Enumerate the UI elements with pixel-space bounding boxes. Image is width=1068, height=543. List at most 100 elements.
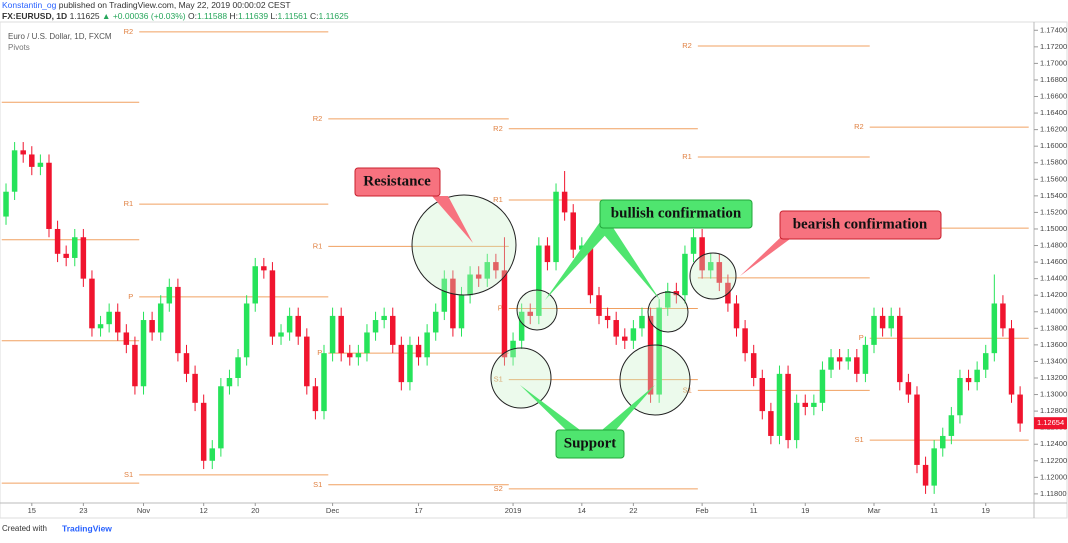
candle-body bbox=[682, 253, 688, 296]
resistance-circle bbox=[411, 194, 517, 296]
y-tick-label: 1.12200 bbox=[1040, 456, 1067, 465]
annotations: Resistance bullish confirmation bearish … bbox=[354, 167, 942, 459]
candle-body bbox=[553, 191, 559, 263]
support-callout bbox=[520, 385, 580, 430]
candle-body bbox=[561, 191, 568, 213]
x-tick-label: 23 bbox=[79, 506, 87, 515]
x-tick-label: 14 bbox=[578, 506, 586, 515]
y-tick-label: 1.16200 bbox=[1040, 125, 1067, 134]
bullish-callout bbox=[598, 226, 660, 300]
candle-body bbox=[235, 357, 241, 378]
c-label: C: bbox=[310, 11, 319, 21]
candle-body bbox=[338, 315, 344, 354]
pivot-label: R2 bbox=[854, 122, 864, 131]
pivot-label: S1 bbox=[494, 375, 503, 384]
candle-body bbox=[364, 332, 370, 354]
candle-body bbox=[329, 315, 336, 354]
last-price-tag bbox=[1034, 417, 1067, 430]
candle-body bbox=[132, 344, 138, 387]
candle-body bbox=[424, 332, 430, 358]
header-line-2: FX:EURUSD, 1D 1.11625 ▲ +0.00036 (+0.03%… bbox=[2, 11, 349, 21]
pivot-label: R2 bbox=[124, 27, 134, 36]
x-tick-label: 17 bbox=[414, 506, 422, 515]
bearish-box bbox=[779, 210, 942, 240]
candle-body bbox=[905, 382, 912, 395]
y-tick-label: 1.13200 bbox=[1040, 373, 1067, 382]
bearish-callout bbox=[740, 236, 790, 276]
candle-body bbox=[630, 328, 637, 341]
candle-body bbox=[639, 315, 645, 329]
resistance-label: Resistance bbox=[363, 173, 431, 189]
x-tick-label: Feb bbox=[696, 506, 709, 515]
candle-body bbox=[793, 402, 800, 441]
candle-body bbox=[484, 262, 491, 279]
pivot-label: R1 bbox=[313, 241, 323, 250]
candle-body bbox=[845, 357, 851, 362]
y-tick-label: 1.15000 bbox=[1040, 224, 1067, 233]
candle-body bbox=[114, 311, 121, 333]
h-label: H: bbox=[229, 11, 238, 21]
x-tick-label: 22 bbox=[629, 506, 637, 515]
candle-body bbox=[819, 369, 826, 403]
candle-body bbox=[200, 402, 207, 461]
last: 1.11625 bbox=[70, 11, 100, 21]
candle-body bbox=[570, 212, 576, 250]
candle-body bbox=[183, 353, 190, 374]
header-line-1: Konstantin_og published on TradingView.c… bbox=[2, 0, 291, 10]
y-tick-label: 1.14200 bbox=[1040, 290, 1067, 299]
support-label: Support bbox=[564, 435, 617, 451]
y-tick-label: 1.16800 bbox=[1040, 75, 1067, 84]
candle-body bbox=[776, 373, 783, 436]
candle-body bbox=[467, 274, 473, 296]
y-tick-label: 1.13800 bbox=[1040, 323, 1067, 332]
candle-body bbox=[54, 228, 61, 254]
x-tick-label: 12 bbox=[200, 506, 208, 515]
candle-body bbox=[166, 286, 173, 304]
candle-body bbox=[175, 286, 181, 354]
o-label: O: bbox=[188, 11, 197, 21]
candle-body bbox=[647, 315, 654, 395]
candle-body bbox=[742, 328, 748, 354]
candle-body bbox=[871, 315, 877, 345]
y-tick-label: 1.15800 bbox=[1040, 158, 1067, 167]
candle-body bbox=[106, 311, 112, 325]
chart-subtitle: Pivots bbox=[8, 43, 30, 52]
c: 1.11625 bbox=[319, 11, 349, 21]
candle-body bbox=[140, 320, 147, 387]
pivot-label: P bbox=[498, 303, 503, 312]
y-tick-label: 1.14600 bbox=[1040, 257, 1067, 266]
candle-body bbox=[768, 411, 774, 436]
candle-body bbox=[304, 336, 310, 387]
y-tick-label: 1.14400 bbox=[1040, 274, 1067, 283]
candle-body bbox=[441, 278, 448, 312]
candle-body bbox=[879, 315, 886, 329]
candle-body bbox=[948, 415, 955, 436]
bullish-callout bbox=[545, 222, 612, 300]
candle-body bbox=[37, 162, 44, 167]
x-tick-label: 19 bbox=[982, 506, 990, 515]
candle-body bbox=[278, 332, 284, 337]
pivot-label: S1 bbox=[124, 470, 133, 479]
candle-body bbox=[974, 369, 980, 383]
pivot-label: R1 bbox=[493, 195, 503, 204]
y-tick-label: 1.15600 bbox=[1040, 174, 1067, 183]
candle-body bbox=[11, 150, 18, 192]
candle-body bbox=[518, 311, 525, 341]
bullish-circle bbox=[516, 289, 558, 331]
candle-body bbox=[286, 315, 293, 333]
y-tick-label: 1.13000 bbox=[1040, 390, 1067, 399]
change: ▲ +0.00036 (+0.03%) bbox=[102, 11, 186, 21]
candle-body bbox=[665, 291, 671, 308]
pivot-label: S2 bbox=[494, 484, 503, 493]
candle-body bbox=[613, 320, 619, 337]
candle-body bbox=[450, 278, 456, 329]
candle-body bbox=[269, 270, 276, 337]
h: 1.11639 bbox=[238, 11, 268, 21]
plot: R2 R1 P S1 R2 R1 P S1 R2 R1 P S1 S2 R2 R1 S1 R2 P S1 bbox=[1, 27, 1029, 494]
candle-body bbox=[931, 448, 937, 486]
candle-body bbox=[493, 262, 499, 271]
y-tick-label: 1.12800 bbox=[1040, 406, 1067, 415]
candle-body bbox=[398, 344, 405, 383]
candle-body bbox=[716, 262, 723, 283]
candle-body bbox=[957, 377, 963, 416]
